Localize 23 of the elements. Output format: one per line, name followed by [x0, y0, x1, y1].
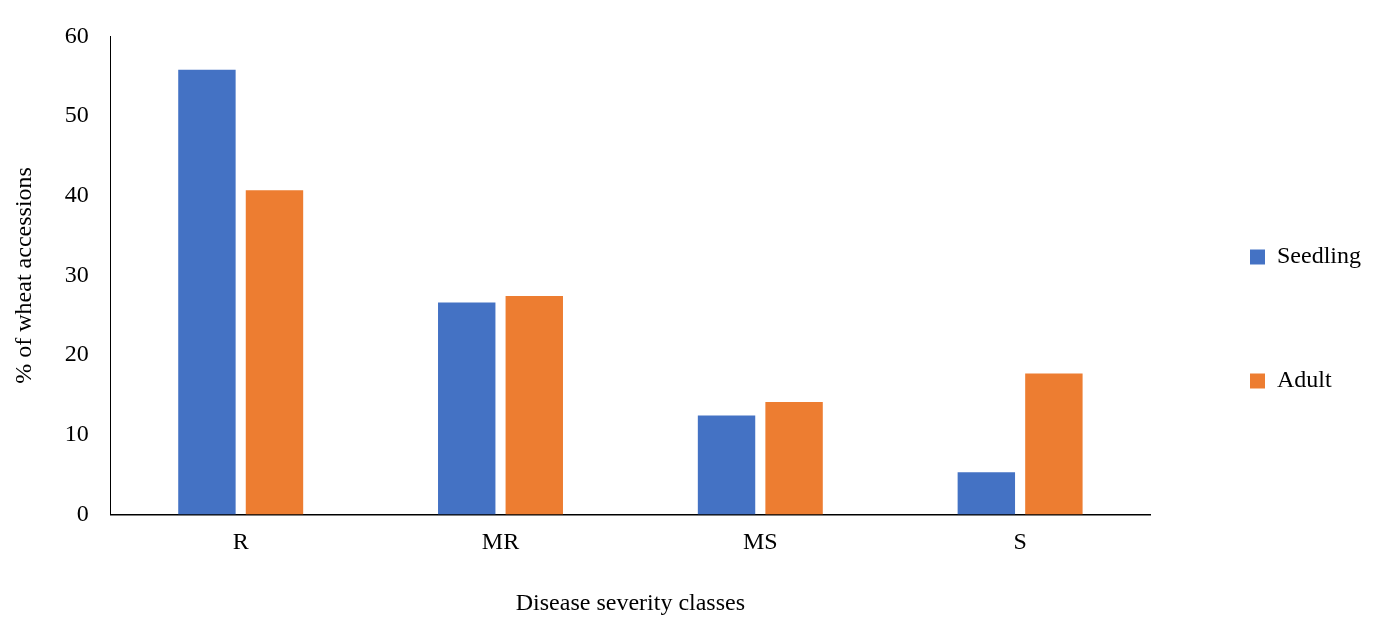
bar — [697, 415, 756, 515]
bar — [245, 190, 304, 515]
x-tick-label: MS — [742, 528, 778, 555]
x-tick-label: MR — [481, 528, 520, 555]
y-tick-label: 60 — [64, 21, 89, 48]
x-tick-label: R — [232, 528, 249, 555]
bar — [505, 296, 563, 515]
y-tick-label: 30 — [64, 260, 89, 287]
x-axis-title: Disease severity classes — [515, 588, 746, 615]
bar — [765, 402, 823, 515]
legend-label: Seedling — [1277, 242, 1362, 269]
y-axis-title: % of wheat accessions — [9, 167, 36, 384]
y-tick-label: 40 — [64, 181, 89, 208]
y-tick-label: 0 — [76, 499, 89, 526]
y-tick-label: 20 — [64, 340, 89, 367]
bar — [957, 472, 1016, 515]
bar — [178, 69, 236, 515]
bar — [1025, 373, 1083, 515]
y-tick-label: 10 — [64, 420, 89, 447]
x-tick-label: S — [1013, 528, 1027, 555]
legend-label: Adult — [1277, 366, 1333, 393]
bar — [438, 302, 496, 515]
y-tick-label: 50 — [64, 101, 89, 128]
